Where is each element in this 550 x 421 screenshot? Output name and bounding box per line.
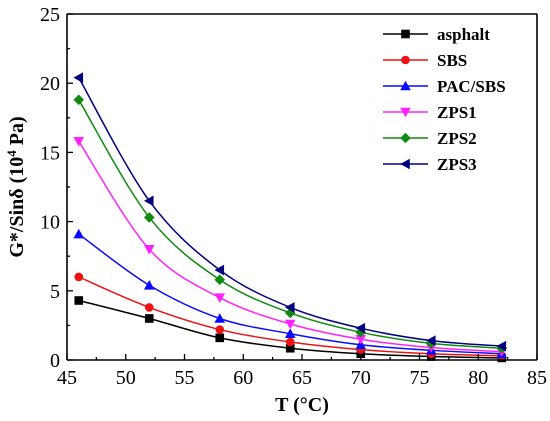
legend-marker xyxy=(401,55,410,65)
legend-label: SBS xyxy=(437,51,467,70)
data-point xyxy=(214,293,226,304)
data-point xyxy=(285,337,295,347)
data-point xyxy=(355,334,367,345)
data-point xyxy=(214,264,225,276)
legend: asphalt SBS PAC/SBS ZPS1 ZPS2 ZPS3 xyxy=(383,25,506,174)
y-tick-label: 10 xyxy=(40,212,60,234)
data-point xyxy=(284,319,296,330)
legend-label: ZPS3 xyxy=(437,155,477,174)
data-point xyxy=(74,272,84,282)
data-point xyxy=(215,333,225,343)
x-tick-label: 65 xyxy=(292,367,312,389)
y-axis-title-superscript: 4 xyxy=(4,150,19,157)
x-tick-label: 50 xyxy=(116,367,136,389)
data-point xyxy=(425,335,436,346)
data-point xyxy=(214,274,226,286)
series-zps3 xyxy=(73,72,507,352)
y-tick-label: 15 xyxy=(40,142,60,164)
data-point xyxy=(284,302,295,313)
legend-item: ZPS3 xyxy=(383,155,477,174)
y-tick-label: 25 xyxy=(40,4,60,26)
series-layer xyxy=(73,72,508,363)
legend-label: ZPS2 xyxy=(437,129,477,148)
x-tick-label: 75 xyxy=(410,367,430,389)
legend-label: ZPS1 xyxy=(437,103,477,122)
legend-marker xyxy=(400,132,411,144)
legend-item: SBS xyxy=(383,51,467,70)
legend-item: PAC/SBS xyxy=(383,77,506,96)
data-point xyxy=(73,72,84,83)
data-point xyxy=(143,195,154,207)
data-point xyxy=(143,279,155,290)
data-point xyxy=(285,343,295,353)
ticks: 45 50 55 60 65 70 75 80 85 0 5 10 15 20 25 xyxy=(40,4,547,389)
data-point xyxy=(143,212,155,223)
data-point xyxy=(74,296,84,305)
data-point xyxy=(215,325,225,334)
y-tick-label: 0 xyxy=(50,350,60,372)
y-axis-title: G*/Sinδ (104 Pa) xyxy=(4,116,28,257)
data-point xyxy=(73,94,85,106)
data-point xyxy=(214,313,226,323)
data-point xyxy=(355,322,366,334)
legend-label: PAC/SBS xyxy=(437,77,506,96)
data-point xyxy=(355,327,367,338)
x-tick-label: 55 xyxy=(175,367,195,389)
x-axis-title: T (°C) xyxy=(275,394,329,416)
x-tick-label: 70 xyxy=(351,367,371,389)
legend-item: ZPS2 xyxy=(383,129,477,148)
legend-item: asphalt xyxy=(383,25,490,44)
legend-marker xyxy=(401,29,410,39)
legend-label: asphalt xyxy=(437,25,490,44)
y-axis-title-tail: Pa) xyxy=(6,116,28,150)
data-point xyxy=(73,228,85,239)
legend-marker xyxy=(400,158,410,170)
y-tick-label: 5 xyxy=(50,281,60,303)
data-point xyxy=(144,303,154,312)
data-point xyxy=(284,328,296,339)
x-tick-label: 80 xyxy=(468,367,488,389)
data-point xyxy=(144,314,154,323)
legend-item: ZPS1 xyxy=(383,103,477,122)
data-point xyxy=(73,137,85,147)
x-tick-label: 85 xyxy=(527,367,547,389)
data-point xyxy=(496,340,507,352)
y-axis-title-main: G*/Sinδ (10 xyxy=(6,157,28,258)
legend-marker xyxy=(400,80,411,91)
x-tick-label: 60 xyxy=(233,367,253,389)
data-point xyxy=(143,244,155,255)
x-tick-label: 45 xyxy=(57,367,77,389)
y-tick-label: 20 xyxy=(40,73,60,95)
legend-marker xyxy=(400,107,411,118)
